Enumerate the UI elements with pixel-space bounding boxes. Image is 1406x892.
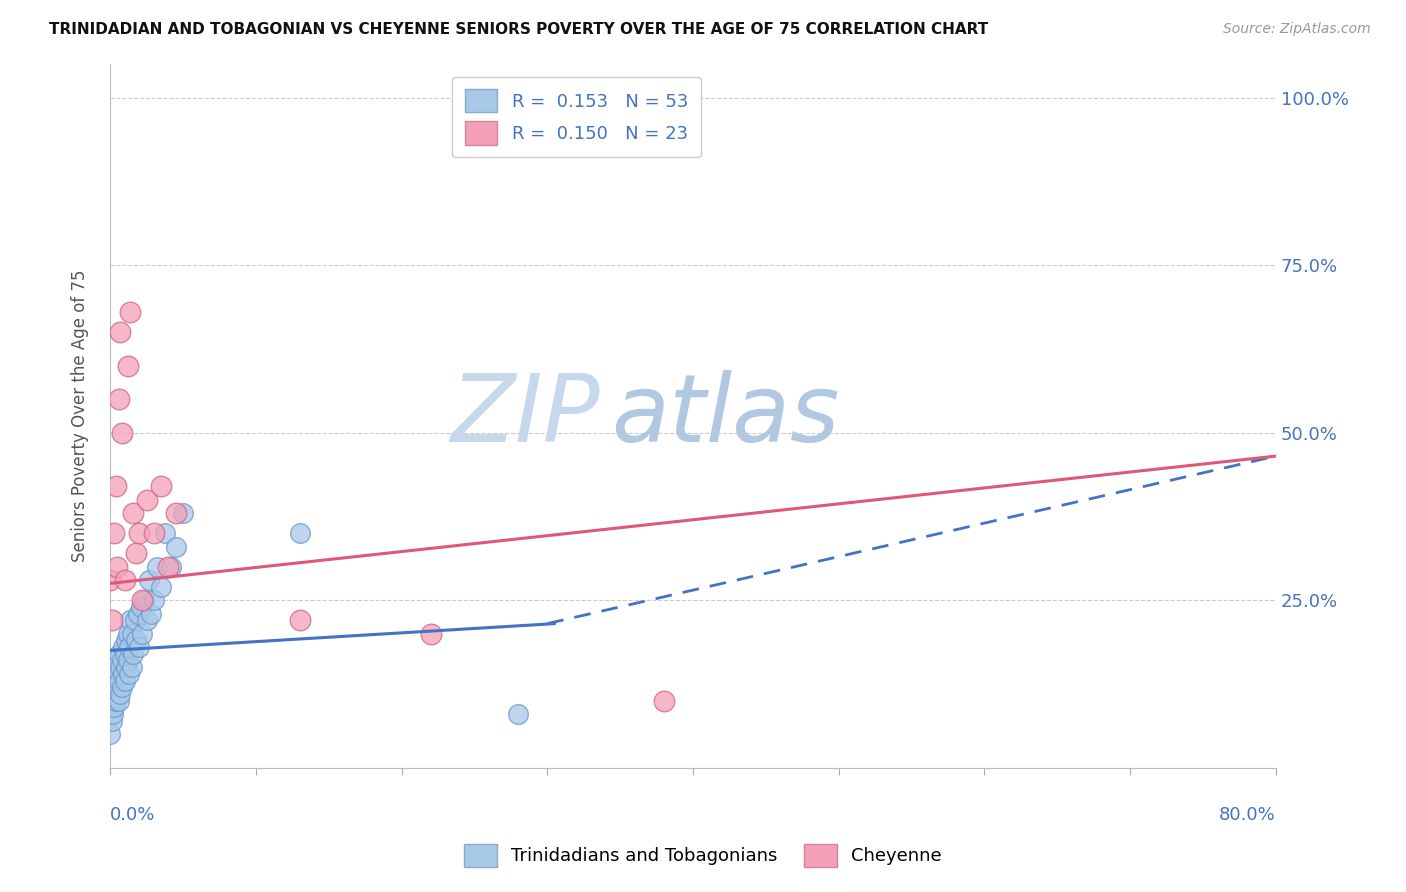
Point — [112, 666, 135, 681]
Point — [127, 607, 149, 621]
Point — [114, 573, 136, 587]
Point — [98, 707, 121, 722]
Point — [110, 660, 132, 674]
Point — [288, 613, 311, 627]
Point — [100, 694, 122, 708]
Point — [132, 593, 155, 607]
Text: ZIP: ZIP — [450, 370, 600, 461]
Point — [142, 526, 165, 541]
Point — [122, 506, 145, 520]
Point — [112, 640, 135, 654]
Point — [129, 599, 152, 614]
Point — [172, 506, 194, 520]
Point — [103, 700, 125, 714]
Point — [108, 673, 131, 688]
Point — [117, 359, 139, 373]
Point — [121, 626, 143, 640]
Point — [98, 681, 121, 695]
Point — [138, 573, 160, 587]
Point — [157, 559, 180, 574]
Point — [120, 613, 142, 627]
Point — [150, 580, 173, 594]
Text: Source: ZipAtlas.com: Source: ZipAtlas.com — [1223, 22, 1371, 37]
Point — [131, 626, 153, 640]
Point — [135, 613, 157, 627]
Point — [117, 626, 139, 640]
Point — [139, 607, 162, 621]
Point — [111, 653, 134, 667]
Point — [108, 647, 131, 661]
Point — [110, 325, 132, 339]
Point — [419, 626, 441, 640]
Legend: Trinidadians and Tobagonians, Cheyenne: Trinidadians and Tobagonians, Cheyenne — [457, 837, 949, 874]
Point — [145, 559, 167, 574]
Point — [165, 540, 187, 554]
Point — [165, 506, 187, 520]
Point — [117, 653, 139, 667]
Point — [125, 633, 148, 648]
Point — [128, 526, 150, 541]
Point — [114, 647, 136, 661]
Point — [104, 479, 127, 493]
Point — [118, 640, 141, 654]
Point — [652, 694, 675, 708]
Point — [103, 673, 125, 688]
Point — [105, 681, 128, 695]
Point — [108, 392, 131, 406]
Point — [104, 666, 127, 681]
Point — [101, 687, 124, 701]
Point — [98, 573, 121, 587]
Point — [108, 694, 131, 708]
Point — [128, 640, 150, 654]
Point — [111, 681, 134, 695]
Point — [101, 707, 124, 722]
Text: 80.0%: 80.0% — [1219, 806, 1277, 824]
Point — [111, 425, 134, 440]
Point — [118, 666, 141, 681]
Text: atlas: atlas — [612, 370, 839, 461]
Point — [131, 593, 153, 607]
Point — [122, 647, 145, 661]
Point — [105, 559, 128, 574]
Point — [98, 727, 121, 741]
Point — [121, 660, 143, 674]
Point — [104, 694, 127, 708]
Point — [288, 526, 311, 541]
Y-axis label: Seniors Poverty Over the Age of 75: Seniors Poverty Over the Age of 75 — [72, 269, 89, 562]
Point — [120, 305, 142, 319]
Point — [125, 546, 148, 560]
Text: TRINIDADIAN AND TOBAGONIAN VS CHEYENNE SENIORS POVERTY OVER THE AGE OF 75 CORREL: TRINIDADIAN AND TOBAGONIAN VS CHEYENNE S… — [49, 22, 988, 37]
Point — [105, 653, 128, 667]
Point — [103, 526, 125, 541]
Point — [100, 714, 122, 728]
Legend: R =  0.153   N = 53, R =  0.150   N = 23: R = 0.153 N = 53, R = 0.150 N = 23 — [453, 77, 700, 157]
Point — [110, 687, 132, 701]
Text: 0.0%: 0.0% — [110, 806, 156, 824]
Point — [150, 479, 173, 493]
Point — [155, 526, 177, 541]
Point — [100, 613, 122, 627]
Point — [135, 492, 157, 507]
Point — [160, 559, 183, 574]
Point — [142, 593, 165, 607]
Point — [124, 613, 146, 627]
Point — [508, 707, 530, 722]
Point — [115, 660, 138, 674]
Point — [114, 673, 136, 688]
Point — [115, 633, 138, 648]
